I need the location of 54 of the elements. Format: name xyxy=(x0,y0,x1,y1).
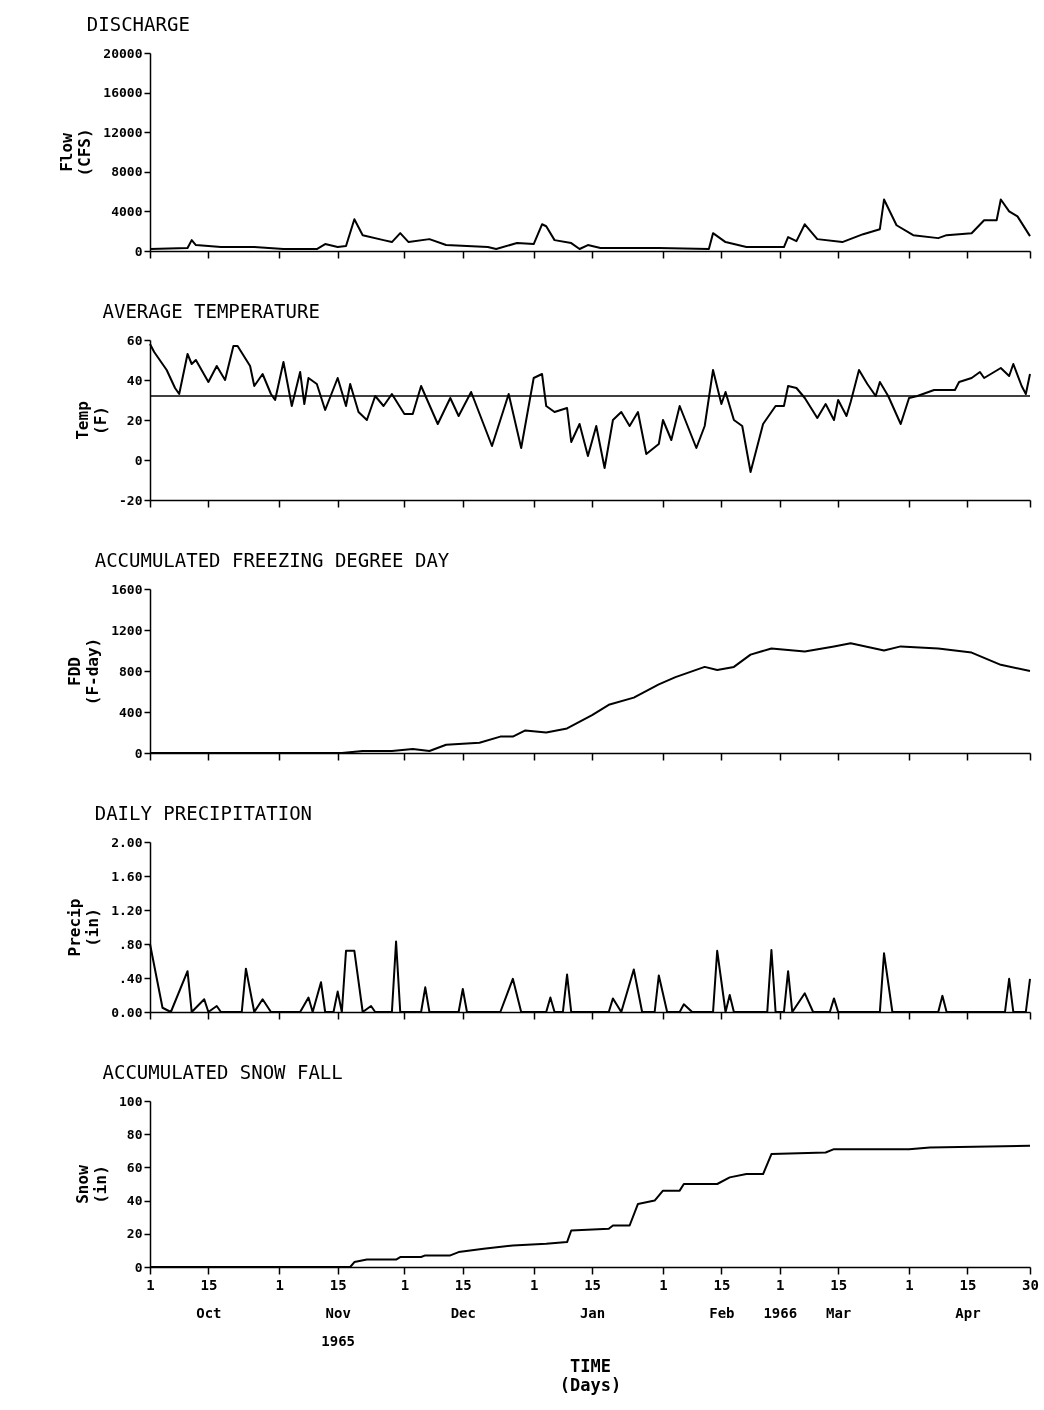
y-tick-label: 60 xyxy=(126,332,143,348)
x-tick-label: 1 xyxy=(905,1276,914,1293)
y-axis-title: FDD (F-day) xyxy=(65,637,103,706)
y-tick-label: .80 xyxy=(119,936,143,952)
x-tick-label: 15 Jan xyxy=(579,1276,606,1321)
x-tick-label: 30 xyxy=(1022,1276,1039,1293)
chart-title: ACCUMULATED FREEZING DEGREE DAY xyxy=(94,549,450,571)
y-tick-label: 8000 xyxy=(111,164,143,180)
y-tick-label: .40 xyxy=(119,970,143,986)
x-tick-label: 1 1966 xyxy=(763,1276,798,1321)
x-tick-label: 15 Dec xyxy=(450,1276,476,1321)
x-tick-label: 1 xyxy=(146,1276,155,1293)
y-tick-label: 60 xyxy=(126,1159,143,1175)
y-tick-label: 16000 xyxy=(103,85,143,101)
y-tick-label: 4000 xyxy=(111,203,143,219)
x-tick-label: 15 Nov 1965 xyxy=(321,1276,356,1349)
x-tick-label: 15 Feb xyxy=(709,1276,735,1321)
y-tick-label: 1.20 xyxy=(111,902,143,918)
x-tick-label: 15 Apr xyxy=(955,1276,981,1321)
chart-title: DISCHARGE xyxy=(86,13,190,35)
x-tick-label: 1 xyxy=(275,1276,285,1293)
chart-title: AVERAGE TEMPERATURE xyxy=(102,300,320,322)
y-tick-label: 0 xyxy=(134,1259,143,1275)
y-tick-label: 20 xyxy=(126,1226,143,1242)
y-tick-label: 1200 xyxy=(111,622,143,638)
y-tick-label: 100 xyxy=(119,1093,143,1109)
y-axis-title: Snow (in) xyxy=(73,1164,111,1204)
y-tick-label: -20 xyxy=(119,492,143,508)
y-tick-label: 0.00 xyxy=(111,1004,143,1020)
y-tick-label: 0 xyxy=(134,243,143,259)
y-axis-title: Temp (F) xyxy=(73,401,111,440)
x-tick-label: 1 xyxy=(529,1276,539,1293)
y-tick-label: 400 xyxy=(119,704,143,720)
y-axis-title: Flow (CFS) xyxy=(57,128,95,177)
y-tick-label: 12000 xyxy=(103,124,143,140)
y-axis-title: Precip (in) xyxy=(65,898,103,957)
chart-title: ACCUMULATED SNOW FALL xyxy=(102,1061,343,1083)
chart-title: DAILY PRECIPITATION xyxy=(94,802,313,824)
x-axis-title: TIME (Days) xyxy=(559,1355,622,1395)
x-tick-label: 15 Oct xyxy=(196,1276,222,1321)
y-tick-label: 2.00 xyxy=(111,834,143,850)
x-tick-label: 1 xyxy=(400,1276,410,1293)
y-tick-label: 20000 xyxy=(103,45,143,61)
y-tick-label: 0 xyxy=(134,452,143,468)
y-tick-label: 0 xyxy=(134,745,143,761)
x-tick-label: 1 xyxy=(659,1276,668,1293)
y-tick-label: 1600 xyxy=(111,581,143,597)
y-tick-label: 800 xyxy=(119,663,143,679)
y-tick-label: 20 xyxy=(126,412,143,428)
y-tick-label: 80 xyxy=(126,1126,143,1142)
y-tick-label: 40 xyxy=(126,372,143,388)
y-tick-label: 1.60 xyxy=(111,868,143,884)
y-tick-label: 40 xyxy=(126,1193,143,1209)
x-tick-label: 15 Mar xyxy=(826,1276,852,1321)
